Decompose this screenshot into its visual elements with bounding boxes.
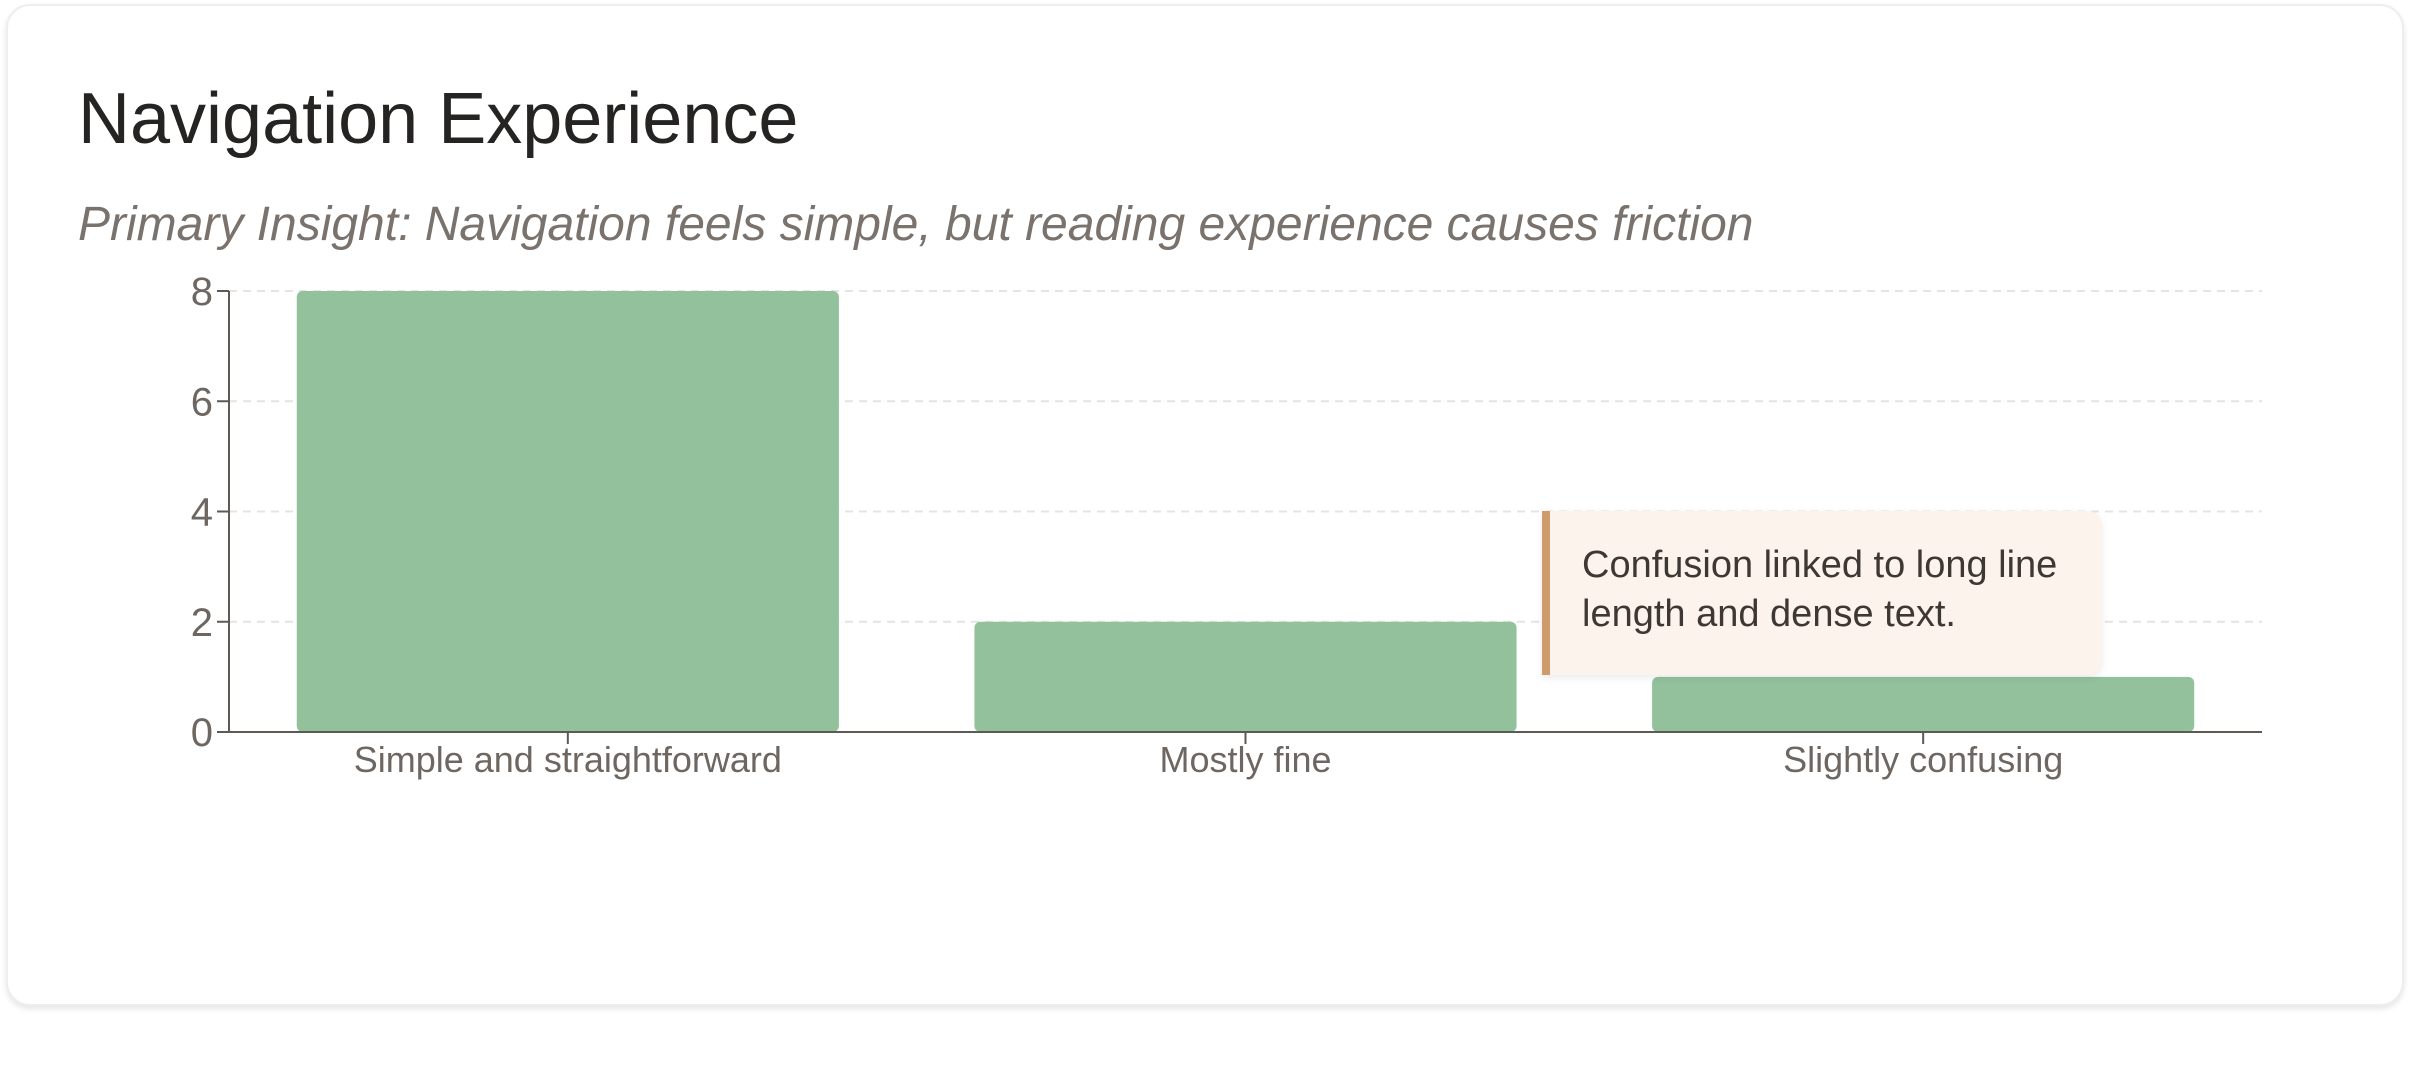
- y-tick-label: 8: [191, 270, 213, 314]
- bar-1: [296, 291, 839, 732]
- y-tick-label: 0: [191, 711, 213, 755]
- x-tick-label: Mostly fine: [1159, 739, 1331, 780]
- bar-2: [974, 621, 1517, 732]
- y-tick-label: 4: [191, 491, 213, 535]
- x-tick-label: Simple and straightforward: [354, 739, 782, 780]
- bar-3: [1652, 676, 2195, 732]
- x-tick-label: Slightly confusing: [1783, 739, 2063, 780]
- page-title: Navigation Experience: [78, 79, 799, 159]
- annotation-callout: Confusion linked to long line length and…: [1542, 511, 2102, 675]
- y-tick-label: 2: [191, 601, 213, 645]
- insight-subtitle: Primary Insight: Navigation feels simple…: [78, 198, 1754, 251]
- annotation-text: Confusion linked to long line length and…: [1582, 544, 2058, 635]
- y-tick-label: 6: [191, 380, 213, 424]
